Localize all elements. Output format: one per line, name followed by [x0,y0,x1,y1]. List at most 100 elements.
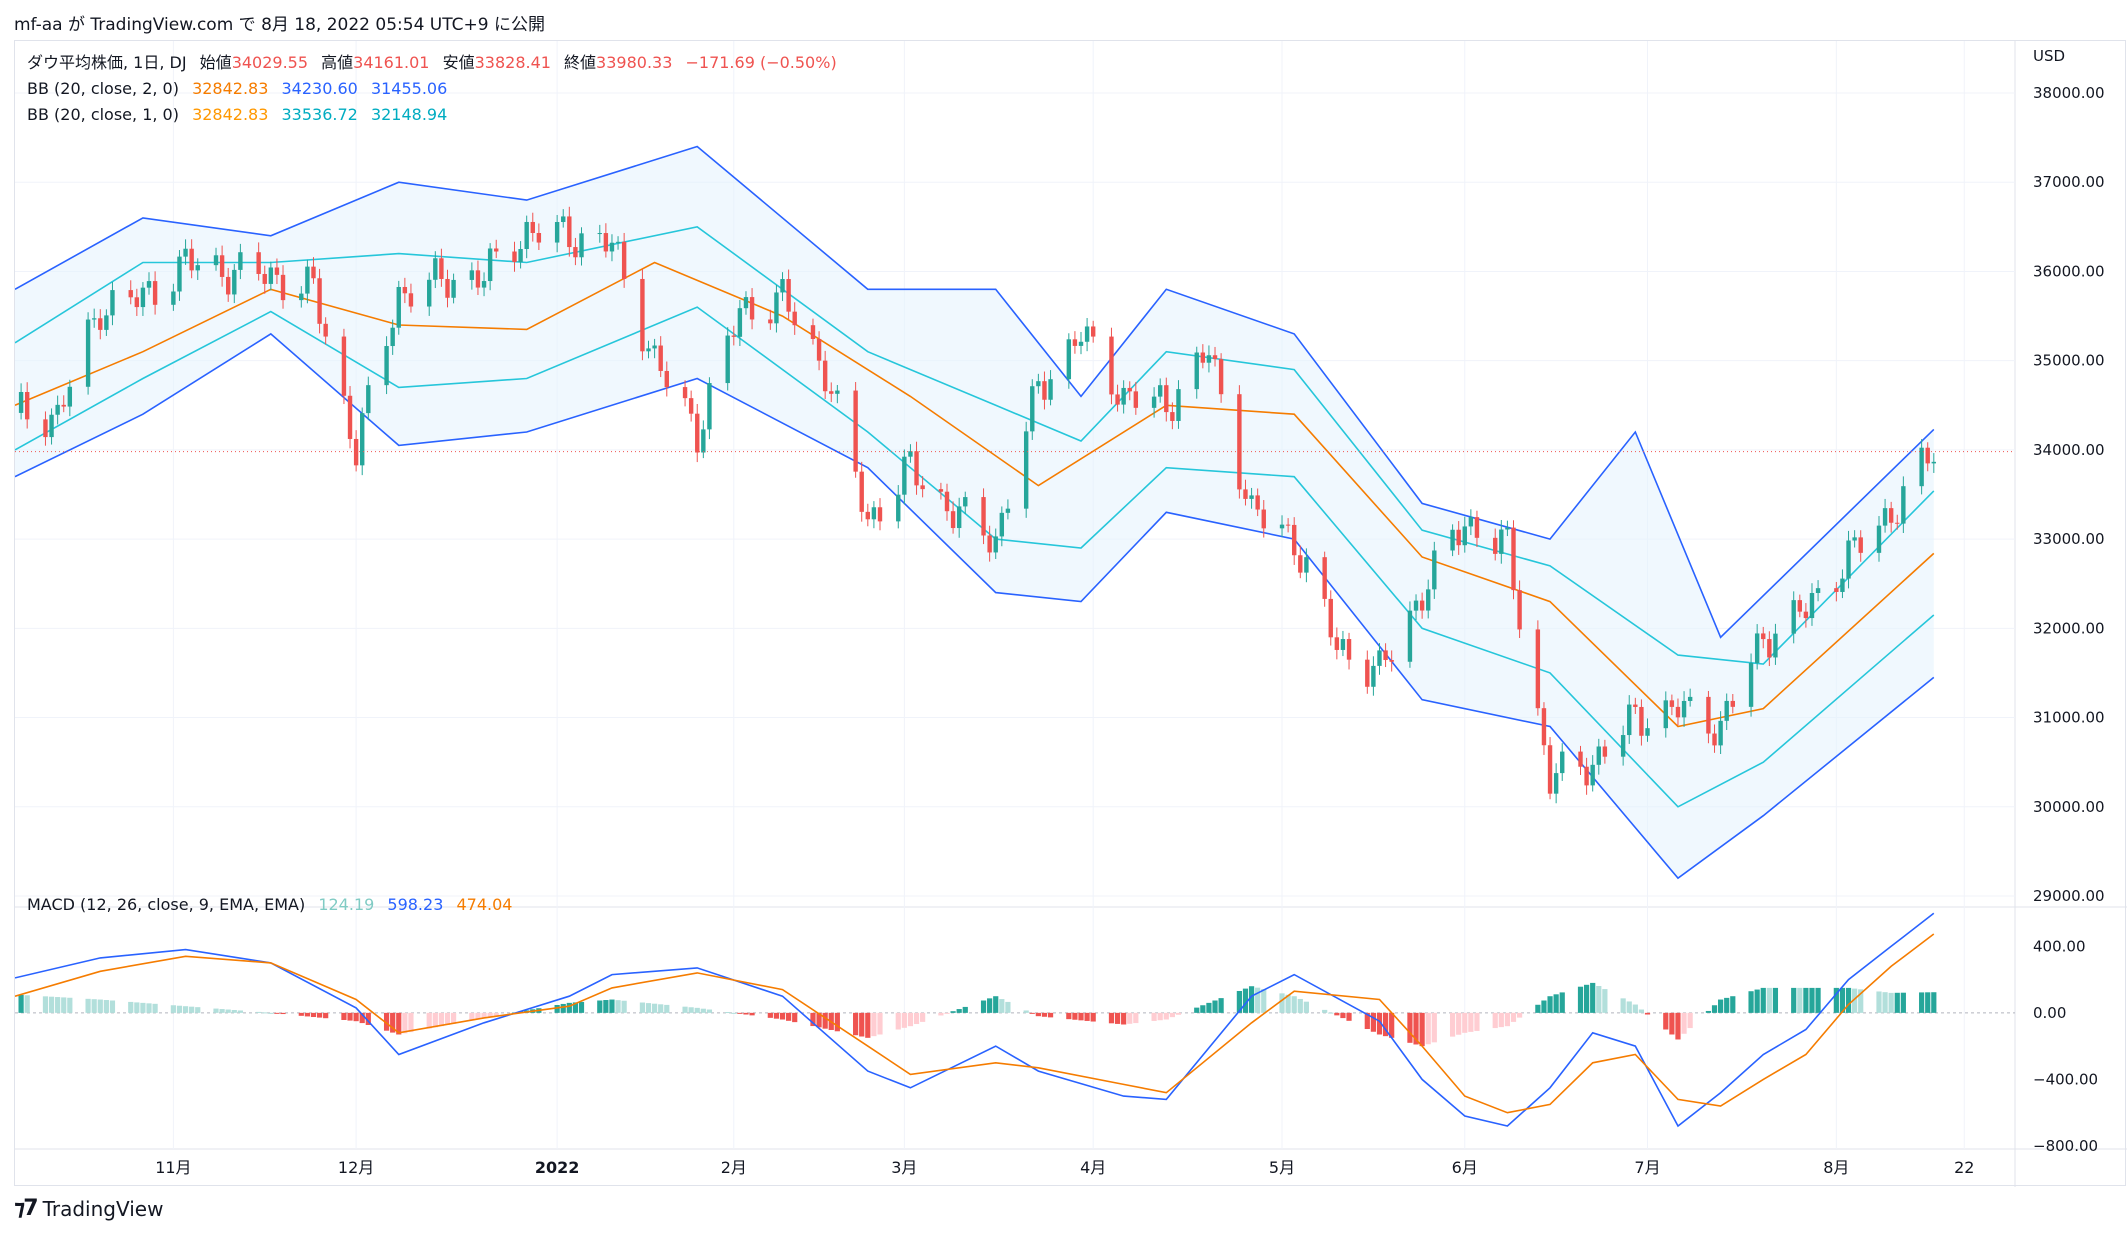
candle-body [402,286,408,294]
candle-body [1279,524,1285,529]
candle-body [1218,359,1224,395]
macd-histogram-bar [779,1012,786,1020]
macd-histogram-bar [578,1001,585,1013]
macd-line-value: 598.23 [387,895,444,914]
bb2-upper-value: 33536.72 [281,105,358,124]
macd-histogram-bar [1553,994,1559,1013]
candle-body [323,323,328,337]
macd-histogram-bar [1900,992,1906,1013]
macd-histogram-bar [639,1002,646,1013]
price-tick-label: 34000.00 [2033,441,2105,459]
time-tick-label: 22 [1954,1158,1974,1177]
candle-body [1517,590,1522,630]
macd-histogram-bar [1127,1012,1133,1024]
macd-histogram-bar [426,1012,432,1029]
candle-body [1578,751,1583,767]
macd-histogram-bar [1760,987,1766,1013]
macd-histogram-bar [341,1012,347,1020]
macd-histogram-bar [1449,1012,1456,1037]
macd-histogram-bar [1748,991,1754,1013]
bb-lower-2sd-line [15,332,1935,880]
macd-histogram-bar [865,1012,871,1038]
bb2-legend[interactable]: BB (20, close, 1, 0) 32842.83 33536.72 3… [27,105,455,125]
macd-histogram-bar [1322,1009,1328,1013]
symbol-label[interactable]: ダウ平均株価, 1日, DJ [27,53,187,72]
candle-body [1840,578,1845,592]
macd-histogram-bar [1516,1012,1523,1018]
macd-histogram-bar [1638,1009,1645,1013]
macd-histogram-bar [938,1012,944,1016]
macd-histogram-bar [877,1012,883,1035]
candle-body [280,274,286,301]
candle-body [1151,396,1157,408]
macd-histogram-bar [1248,986,1255,1013]
macd-histogram-bar [1772,987,1779,1013]
candle-body [1706,696,1711,734]
candle-body [311,266,316,279]
price-tick-label: 35000.00 [2033,352,2105,370]
macd-histogram-bar [1151,1012,1157,1021]
macd-legend[interactable]: MACD (12, 26, close, 9, EMA, EMA) 124.19… [27,895,520,915]
candle-body [1748,663,1754,707]
candle-body [1493,537,1498,554]
macd-histogram-bar [1925,992,1931,1013]
macd-histogram-bar [1845,987,1852,1013]
chart-frame[interactable]: USD 29000.00 30000.00 31000.00 32000.00 33000… [14,40,2127,1187]
macd-histogram-bar [1839,987,1846,1013]
macd-histogram-bar [853,1012,859,1036]
macd-histogram-bar [225,1009,231,1013]
candle-body [835,390,840,394]
candle-body [707,383,712,430]
macd-histogram-bar [859,1012,865,1037]
candle-body [1426,589,1431,611]
candle-body [1535,629,1541,709]
candle-body [810,325,816,339]
candle-body [1718,720,1723,746]
candle-body [1261,509,1266,529]
candle-body [1846,540,1851,579]
candle-body [999,512,1005,537]
macd-histogram-bar [347,1012,353,1021]
macd-histogram-bar [1577,986,1584,1013]
candle-body [128,290,133,298]
time-tick-label: 7月 [1634,1158,1660,1177]
bollinger-band-fill [15,146,1934,879]
candle-body [475,270,481,288]
candle-body [189,248,194,271]
macd-histogram-bar [481,1012,487,1018]
candle-body [682,387,688,399]
macd-histogram-bar [1413,1012,1419,1045]
candle-body [1761,633,1766,640]
candle-body [67,386,73,407]
candle-body [1109,336,1114,395]
macd-histogram-bar [487,1012,493,1017]
candle-body [268,267,274,284]
candle-body [530,221,535,233]
macd-histogram-bar [1602,989,1608,1013]
macd-histogram-bar [1291,996,1297,1013]
macd-histogram-bar [1596,985,1602,1013]
macd-histogram-bar [1334,1012,1340,1016]
candle-body [816,338,822,361]
candle-body [1127,387,1132,392]
macd-histogram-bar [256,1011,262,1013]
low-label: 安値 [442,53,475,72]
footer[interactable]: ⁊7 TradingView [14,1196,163,1221]
chart-canvas[interactable]: USD 29000.00 30000.00 31000.00 32000.00 33000… [15,41,2127,1187]
candle-body [469,270,475,280]
macd-histogram-bar [1005,1001,1011,1013]
bb1-legend[interactable]: BB (20, close, 2, 0) 32842.83 34230.60 3… [27,79,455,99]
candle-body [256,252,261,274]
candle-body [1419,600,1425,611]
macd-histogram-bar [572,1002,579,1013]
candle-body [908,451,913,457]
candle-body [396,286,401,328]
candle-body [579,233,584,258]
macd-histogram-bar [48,996,55,1013]
macd-histogram-bar [1346,1012,1352,1021]
candle-body [299,293,304,301]
macd-histogram-bar [773,1012,780,1019]
candle-body [780,279,785,293]
macd-histogram-bar [1858,989,1864,1013]
candle-body [1328,598,1333,638]
